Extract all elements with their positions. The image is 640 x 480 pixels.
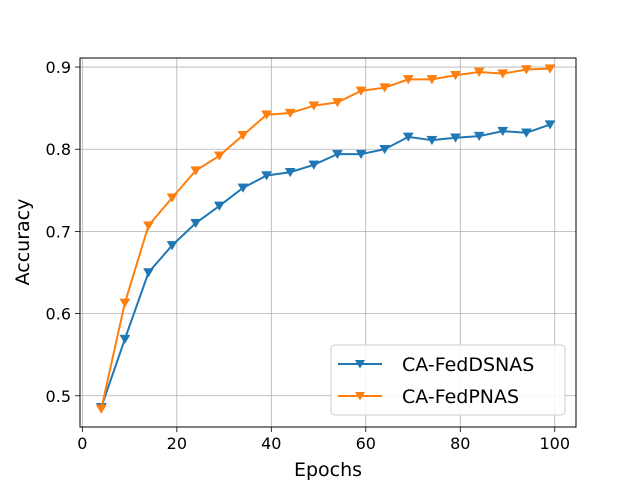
data-point-ca-fedpnas — [190, 166, 202, 176]
data-point-ca-feddsnas — [379, 144, 391, 155]
data-point-ca-fedpnas — [450, 71, 461, 81]
data-point-ca-feddsnas — [166, 241, 178, 251]
legend-label: CA-FedPNAS — [402, 386, 519, 408]
data-point-ca-feddsnas — [213, 201, 225, 211]
data-point-ca-fedpnas — [119, 298, 131, 308]
data-point-ca-feddsnas — [426, 135, 438, 146]
x-tick-label: 80 — [450, 434, 470, 453]
data-point-ca-feddsnas — [402, 132, 414, 142]
data-point-ca-fedpnas — [402, 75, 414, 85]
y-tick-label: 0.9 — [46, 58, 71, 77]
series-ca-fedpnas — [95, 64, 556, 414]
legend-label: CA-FedDSNAS — [402, 354, 534, 376]
data-point-ca-fedpnas — [143, 221, 154, 231]
y-axis-ticks: 0.5 0.6 0.7 0.8 0.9 — [46, 58, 80, 406]
data-point-ca-feddsnas — [261, 171, 273, 181]
x-tick-label: 40 — [261, 434, 281, 453]
grid — [80, 58, 576, 427]
data-point-ca-feddsnas — [119, 334, 131, 345]
data-point-ca-fedpnas — [355, 86, 367, 96]
plot-frame — [79, 57, 577, 428]
data-point-ca-feddsnas — [237, 183, 249, 193]
data-point-ca-feddsnas — [473, 131, 485, 142]
data-point-ca-fedpnas — [166, 193, 178, 203]
x-axis-ticks: 0 20 40 60 80 100 — [77, 427, 570, 453]
data-point-ca-fedpnas — [544, 64, 556, 74]
y-tick-label: 0.6 — [46, 305, 71, 324]
x-tick-label: 100 — [539, 434, 570, 453]
x-tick-label: 60 — [356, 434, 376, 453]
data-point-ca-fedpnas — [213, 151, 225, 161]
data-point-ca-feddsnas — [450, 133, 461, 143]
data-point-ca-fedpnas — [426, 75, 438, 85]
data-point-ca-fedpnas — [95, 404, 107, 414]
legend-box — [330, 344, 566, 416]
data-point-ca-fedpnas — [284, 108, 296, 119]
x-tick-label: 20 — [167, 434, 187, 453]
data-point-ca-feddsnas — [284, 167, 296, 178]
y-axis-label: Accuracy — [12, 199, 34, 286]
data-point-ca-feddsnas — [308, 160, 320, 170]
data-point-ca-feddsnas — [497, 126, 509, 137]
legend-marker — [355, 392, 365, 401]
data-point-ca-feddsnas — [332, 149, 343, 160]
data-point-ca-fedpnas — [308, 101, 320, 111]
y-tick-label: 0.7 — [46, 222, 71, 241]
data-point-ca-fedpnas — [261, 110, 273, 120]
series-line-ca-fedpnas — [100, 67, 551, 410]
data-point-ca-fedpnas — [237, 131, 249, 141]
x-tick-label: 0 — [77, 434, 87, 453]
data-point-ca-fedpnas — [332, 98, 343, 108]
data-point-ca-feddsnas — [143, 268, 154, 278]
data-point-ca-feddsnas — [520, 128, 532, 138]
data-point-ca-feddsnas — [544, 120, 556, 130]
y-tick-label: 0.5 — [46, 387, 71, 406]
data-point-ca-feddsnas — [355, 149, 367, 160]
x-axis-label: Epochs — [294, 459, 362, 480]
data-point-ca-fedpnas — [497, 69, 509, 79]
data-point-ca-feddsnas — [190, 218, 202, 229]
series-ca-feddsnas — [95, 120, 556, 413]
data-point-ca-fedpnas — [520, 65, 532, 75]
y-tick-label: 0.8 — [46, 140, 71, 159]
legend: CA-FedDSNAS CA-FedPNAS — [330, 344, 566, 416]
series-layer — [95, 64, 556, 414]
data-point-ca-fedpnas — [379, 83, 391, 93]
data-point-ca-fedpnas — [473, 67, 485, 77]
legend-marker — [355, 360, 365, 369]
